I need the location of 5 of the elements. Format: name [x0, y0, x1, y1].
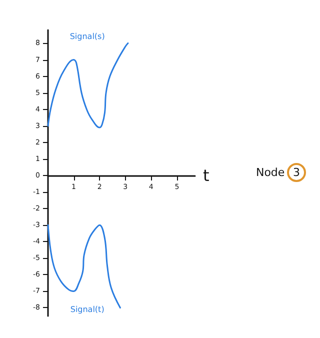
line-series [47, 42, 129, 128]
text: Signal(s) [70, 32, 105, 42]
x-axis-title: t [203, 166, 210, 185]
text: Node 3 [256, 166, 300, 179]
series-label: Signal(t) [70, 304, 104, 314]
